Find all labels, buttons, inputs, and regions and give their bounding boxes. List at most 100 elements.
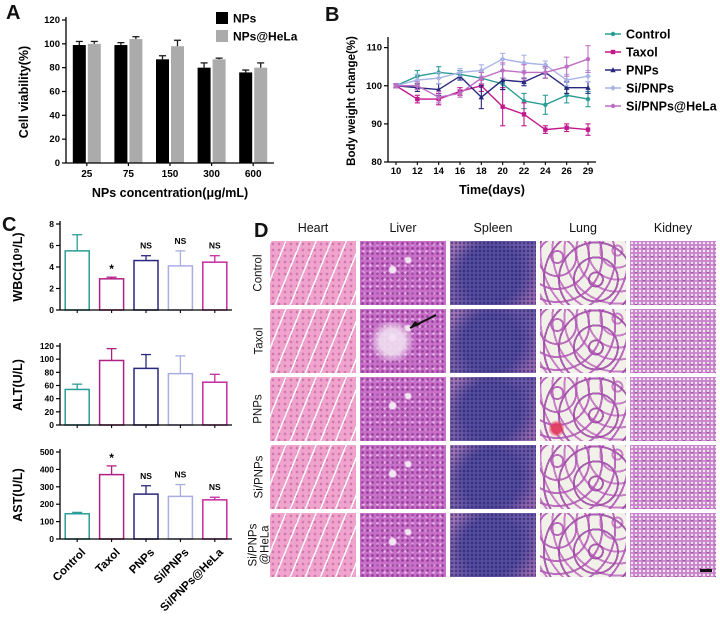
lung-red-spot bbox=[548, 420, 564, 438]
svg-text:300: 300 bbox=[40, 482, 54, 492]
svg-text:22: 22 bbox=[519, 166, 530, 177]
panel-label-d: D bbox=[254, 220, 269, 242]
histology-sipnps-lung bbox=[540, 445, 626, 509]
svg-text:ALT(U/L): ALT(U/L) bbox=[11, 359, 25, 411]
svg-text:200: 200 bbox=[40, 499, 54, 509]
histology-pnps-lung bbox=[540, 377, 626, 441]
histology-image-grid bbox=[270, 241, 716, 577]
svg-text:0: 0 bbox=[55, 158, 60, 169]
svg-text:Time(days): Time(days) bbox=[459, 183, 525, 197]
histology-sipnps-heart bbox=[270, 445, 356, 509]
histology-sipnpshela-heart bbox=[270, 513, 356, 577]
histology-sipnps-kidney bbox=[630, 445, 716, 509]
svg-text:150: 150 bbox=[162, 169, 179, 180]
svg-text:14: 14 bbox=[433, 166, 444, 177]
histology-taxol-kidney bbox=[630, 309, 716, 373]
body-weight-line-chart: 80 90 100 110 10 12 14 16 18 20 22 24 26 29 Body weigh… bbox=[300, 0, 720, 215]
histology-sipnpshela-liver bbox=[360, 513, 446, 577]
histology-pnps-heart bbox=[270, 377, 356, 441]
svg-text:18: 18 bbox=[476, 166, 487, 177]
svg-text:Control: Control bbox=[51, 547, 88, 584]
histology-control-kidney bbox=[630, 241, 716, 305]
svg-text:4: 4 bbox=[49, 262, 54, 272]
svg-text:90: 90 bbox=[371, 119, 382, 130]
svg-text:40: 40 bbox=[49, 110, 60, 121]
cell-viability-bar-chart: 0 20 40 60 80 100 120 25 75 150 300 600 NPs concentr… bbox=[0, 0, 300, 215]
row-label-si-pnps-hela: Si/PNPs @HeLa bbox=[246, 523, 272, 567]
svg-text:29: 29 bbox=[583, 166, 594, 177]
svg-text:NPs concentration(μg/mL): NPs concentration(μg/mL) bbox=[92, 186, 248, 200]
svg-text:AST(U/L): AST(U/L) bbox=[11, 468, 25, 521]
svg-text:8: 8 bbox=[49, 219, 54, 229]
svg-text:300: 300 bbox=[203, 169, 220, 180]
svg-text:100: 100 bbox=[44, 39, 60, 50]
histology-pnps-spleen bbox=[450, 377, 536, 441]
svg-text:0: 0 bbox=[49, 420, 54, 430]
histology-taxol-liver bbox=[360, 309, 446, 373]
svg-text:NS: NS bbox=[140, 471, 152, 481]
histology-control-liver bbox=[360, 241, 446, 305]
histology-sipnps-liver bbox=[360, 445, 446, 509]
panel-b-svg: 80 90 100 110 10 12 14 16 18 20 22 24 26 29 Body weigh… bbox=[346, 28, 718, 198]
svg-text:NS: NS bbox=[209, 241, 221, 251]
svg-text:NS: NS bbox=[140, 241, 152, 251]
svg-text:100: 100 bbox=[366, 81, 382, 92]
row-label-pnps: PNPs bbox=[252, 394, 265, 424]
scale-bar bbox=[700, 569, 712, 572]
svg-text:NPs@HeLa: NPs@HeLa bbox=[233, 30, 298, 44]
svg-text:25: 25 bbox=[81, 169, 93, 180]
svg-text:12: 12 bbox=[412, 166, 423, 177]
row-label-taxol: Taxol bbox=[252, 327, 265, 355]
svg-text:24: 24 bbox=[540, 166, 551, 177]
svg-text:Cell viability(%): Cell viability(%) bbox=[17, 46, 31, 138]
svg-text:60: 60 bbox=[45, 381, 55, 391]
svg-text:600: 600 bbox=[245, 169, 262, 180]
histology-column-headers: Heart Liver Spleen Lung Kidney bbox=[270, 218, 716, 238]
svg-text:110: 110 bbox=[367, 43, 382, 54]
histology-control-heart bbox=[270, 241, 356, 305]
svg-text:100: 100 bbox=[40, 354, 54, 364]
svg-text:80: 80 bbox=[45, 367, 55, 377]
histology-control-spleen bbox=[450, 241, 536, 305]
panel-label-b: B bbox=[325, 4, 340, 26]
lesion-arrow-icon bbox=[409, 314, 437, 329]
column-header-lung: Lung bbox=[569, 221, 597, 235]
svg-text:75: 75 bbox=[123, 169, 135, 180]
column-header-spleen: Spleen bbox=[473, 221, 513, 235]
histology-sipnps-spleen bbox=[450, 445, 536, 509]
svg-text:26: 26 bbox=[561, 166, 572, 177]
svg-text:6: 6 bbox=[49, 241, 54, 251]
svg-text:2: 2 bbox=[49, 284, 54, 294]
liver-lesion bbox=[366, 321, 417, 362]
svg-text:120: 120 bbox=[44, 15, 60, 26]
histology-control-lung bbox=[540, 241, 626, 305]
svg-text:40: 40 bbox=[45, 394, 55, 404]
column-header-liver: Liver bbox=[389, 221, 417, 235]
svg-text:Si/PNPs@HeLa: Si/PNPs@HeLa bbox=[158, 546, 226, 614]
histology-taxol-heart bbox=[270, 309, 356, 373]
svg-text:NPs: NPs bbox=[233, 12, 257, 26]
svg-text:400: 400 bbox=[40, 464, 54, 474]
panel-a-svg: 0 20 40 60 80 100 120 25 75 150 300 600 NPs concentr… bbox=[17, 12, 298, 201]
row-label-si-pnps: Si/PNPs bbox=[252, 455, 265, 499]
histology-sipnpshela-lung bbox=[540, 513, 626, 577]
svg-text:80: 80 bbox=[49, 63, 60, 74]
histology-taxol-spleen bbox=[450, 309, 536, 373]
svg-text:*: * bbox=[109, 262, 114, 276]
histology-sipnpshela-kidney bbox=[630, 513, 716, 577]
histology-taxol-lung bbox=[540, 309, 626, 373]
svg-text:Taxol: Taxol bbox=[94, 547, 123, 576]
svg-text:16: 16 bbox=[455, 166, 466, 177]
column-header-kidney: Kidney bbox=[653, 221, 693, 235]
svg-text:PNPs: PNPs bbox=[626, 64, 659, 78]
svg-text:Si/PNPs: Si/PNPs bbox=[626, 82, 674, 96]
histology-grid-panel: Heart Liver Spleen Lung Kidney Control T… bbox=[246, 212, 720, 625]
svg-text:Taxol: Taxol bbox=[626, 46, 658, 60]
svg-text:100: 100 bbox=[40, 517, 54, 527]
svg-text:0: 0 bbox=[49, 305, 54, 315]
svg-text:10: 10 bbox=[391, 166, 402, 177]
row-label-control: Control bbox=[252, 254, 265, 292]
svg-text:20: 20 bbox=[49, 134, 60, 145]
svg-text:60: 60 bbox=[49, 87, 60, 98]
svg-text:NS: NS bbox=[174, 470, 186, 480]
